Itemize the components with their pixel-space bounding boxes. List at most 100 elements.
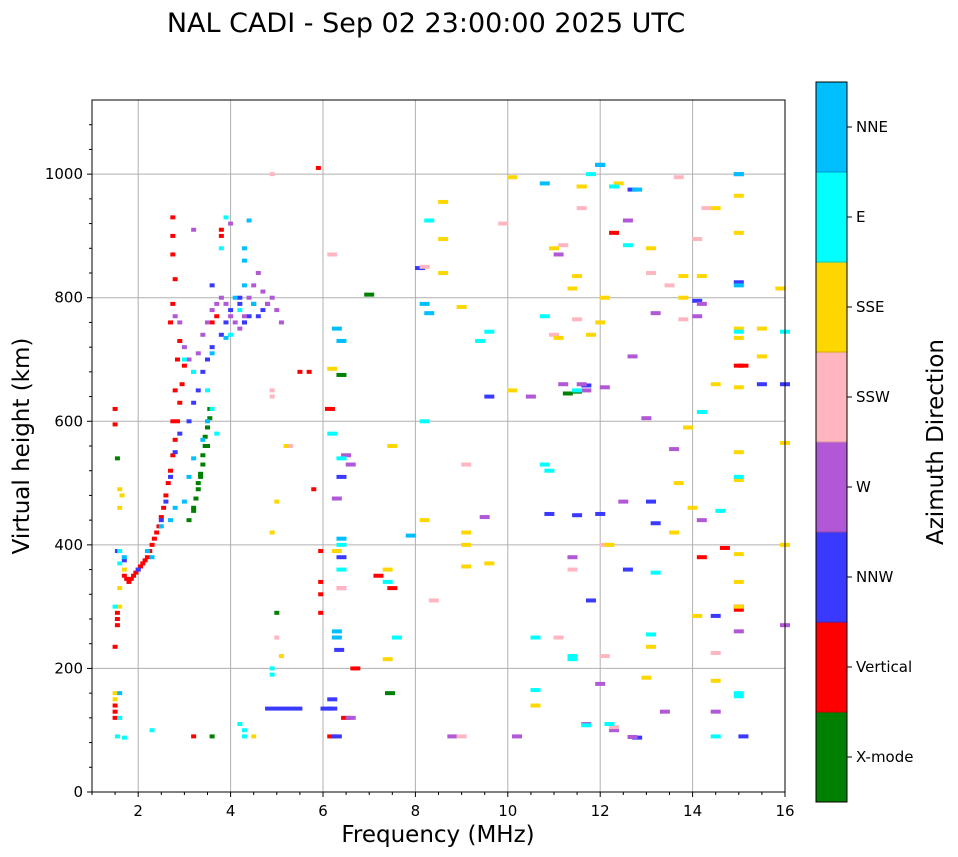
data-point (512, 734, 523, 739)
data-point (214, 301, 220, 306)
data-point (214, 314, 220, 319)
colorbar-tick-label: W (856, 478, 871, 496)
data-point (567, 654, 578, 659)
colorbar-swatch (816, 172, 847, 263)
data-point (461, 462, 472, 467)
data-point (692, 237, 703, 242)
data-point (595, 162, 606, 167)
data-point (627, 735, 638, 740)
data-point (165, 481, 171, 486)
data-point (334, 647, 345, 652)
data-point (673, 175, 684, 180)
data-point (218, 227, 224, 232)
data-point (530, 688, 541, 693)
x-axis-ticks: 2 4 6 8 10 12 14 16 (91, 792, 795, 820)
data-point (664, 283, 675, 288)
colorbar-tick-label: SSE (856, 298, 885, 316)
x-tick-label: 12 (591, 802, 610, 820)
data-point (114, 623, 120, 628)
data-point (456, 304, 467, 309)
data-point (599, 295, 610, 300)
data-point (438, 237, 449, 242)
data-point (382, 579, 393, 584)
data-point (585, 172, 596, 177)
colorbar-swatch (816, 442, 847, 533)
data-point (618, 499, 629, 504)
data-point (733, 193, 744, 198)
data-point (297, 706, 303, 711)
data-point (544, 468, 555, 473)
data-point (191, 369, 197, 374)
data-point (567, 657, 578, 662)
data-point (331, 549, 342, 554)
data-point (218, 332, 224, 337)
colorbar-tick-label: X-mode (856, 748, 913, 766)
data-point (733, 691, 744, 696)
data-point (318, 549, 324, 554)
data-point (207, 416, 213, 421)
data-point (733, 474, 744, 479)
data-point (174, 357, 180, 362)
data-point (696, 301, 707, 306)
data-point (117, 505, 123, 510)
x-tick-label: 16 (775, 802, 794, 820)
data-point (158, 524, 164, 529)
data-point (149, 555, 155, 560)
data-point (733, 607, 744, 612)
data-point (269, 295, 275, 300)
data-point (549, 332, 559, 337)
data-point (237, 301, 243, 306)
data-point (255, 314, 261, 319)
data-point (114, 617, 120, 621)
data-point (274, 610, 280, 615)
data-point (646, 499, 657, 504)
data-point (269, 394, 275, 399)
data-point (181, 499, 187, 504)
data-point (373, 573, 384, 578)
data-point (186, 357, 192, 362)
data-point (158, 518, 164, 523)
data-point (218, 233, 224, 238)
data-point (260, 289, 266, 294)
data-point (161, 505, 167, 510)
data-point (710, 206, 721, 211)
data-point (558, 382, 569, 387)
data-point (572, 513, 583, 518)
data-point (251, 283, 257, 288)
data-point (124, 576, 130, 581)
data-point (692, 314, 703, 319)
data-point (237, 722, 243, 727)
data-point (202, 434, 208, 439)
data-point (733, 326, 744, 331)
data-point (609, 184, 620, 189)
data-point (327, 706, 338, 711)
data-point (209, 308, 215, 313)
data-point (112, 697, 118, 702)
y-tick-label: 1000 (45, 165, 83, 183)
data-point (195, 487, 201, 492)
x-tick-label: 2 (133, 802, 143, 820)
colorbar-swatch (816, 82, 847, 173)
y-axis-label: Virtual height (km) (9, 338, 35, 555)
data-point (205, 444, 210, 448)
data-point (121, 735, 127, 740)
data-point (149, 728, 155, 733)
data-point (581, 723, 592, 728)
data-point (195, 388, 201, 393)
data-point (424, 218, 435, 223)
data-point (595, 320, 606, 325)
data-point (650, 570, 661, 575)
data-point (327, 366, 338, 371)
data-point (622, 218, 633, 223)
data-point (530, 635, 541, 640)
data-point (650, 311, 661, 316)
data-point (112, 691, 118, 696)
data-point (710, 382, 721, 387)
data-point (336, 338, 347, 343)
data-point (144, 549, 150, 554)
data-point (659, 709, 670, 714)
data-point (218, 295, 224, 300)
y-axis-ticks: 0 200 400 600 800 1000 (45, 124, 92, 801)
data-point (191, 734, 197, 739)
x-tick-label: 6 (318, 802, 328, 820)
